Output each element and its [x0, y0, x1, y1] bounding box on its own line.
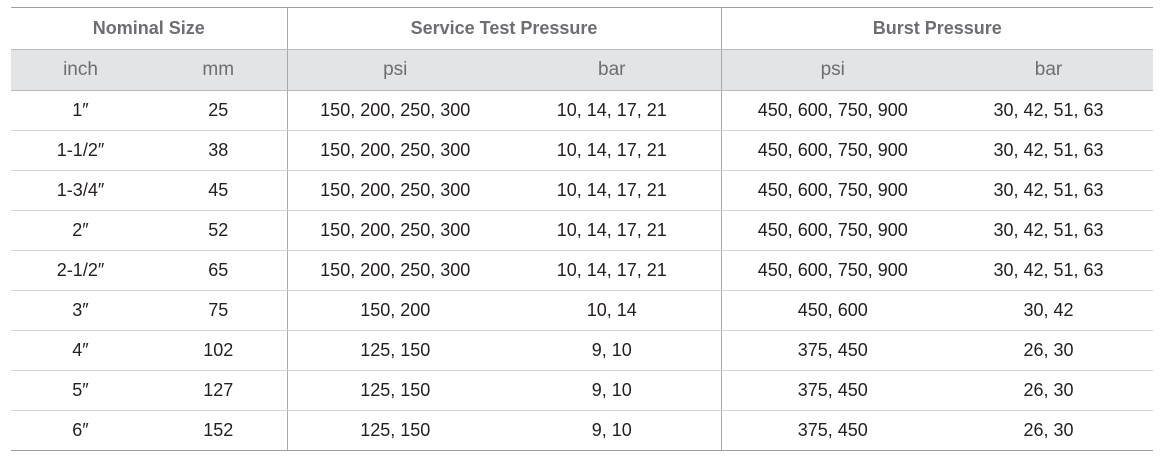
cell-burst-bar: 26, 30 [944, 370, 1154, 411]
table-body: 1″ 25 150, 200, 250, 300 10, 14, 17, 21 450,… [11, 90, 1154, 451]
cell-service-psi: 150, 200, 250, 300 [286, 130, 503, 171]
table-row: 2-1/2″ 65 150, 200, 250, 300 10, 14, 17, 21… [11, 250, 1154, 291]
cell-inch: 6″ [11, 410, 150, 451]
cell-burst-bar: 30, 42 [944, 290, 1154, 331]
table-row: 1″ 25 150, 200, 250, 300 10, 14, 17, 21 450,… [11, 90, 1154, 131]
unit-header-row: inch mm psi bar psi bar [11, 49, 1154, 91]
cell-inch: 5″ [11, 370, 150, 411]
cell-service-psi: 125, 150 [286, 410, 503, 451]
cell-burst-psi: 450, 600, 750, 900 [720, 170, 945, 211]
cell-burst-psi: 375, 450 [720, 370, 945, 411]
cell-burst-bar: 26, 30 [944, 330, 1154, 371]
header-service-test-pressure: Service Test Pressure [286, 7, 722, 50]
cell-mm: 25 [150, 90, 287, 131]
unit-header-burst-psi: psi [720, 49, 945, 91]
table-row: 4″ 102 125, 150 9, 10 375, 450 26, 30 [11, 330, 1154, 371]
cell-service-bar: 10, 14, 17, 21 [503, 250, 722, 291]
cell-burst-psi: 375, 450 [720, 330, 945, 371]
cell-service-psi: 150, 200, 250, 300 [286, 210, 503, 251]
cell-burst-bar: 30, 42, 51, 63 [944, 210, 1154, 251]
cell-service-bar: 9, 10 [503, 370, 722, 411]
cell-inch: 1-3/4″ [11, 170, 150, 211]
table-row: 5″ 127 125, 150 9, 10 375, 450 26, 30 [11, 370, 1154, 411]
pressure-rating-table: Nominal Size Service Test Pressure Burst… [11, 7, 1154, 451]
cell-burst-psi: 450, 600 [720, 290, 945, 331]
header-nominal-size: Nominal Size [11, 7, 287, 50]
unit-header-burst-bar: bar [944, 49, 1154, 91]
table-row: 2″ 52 150, 200, 250, 300 10, 14, 17, 21 450,… [11, 210, 1154, 251]
cell-inch: 1″ [11, 90, 150, 131]
cell-mm: 38 [150, 130, 287, 171]
unit-header-service-psi: psi [286, 49, 503, 91]
cell-mm: 102 [150, 330, 287, 371]
cell-burst-psi: 375, 450 [720, 410, 945, 451]
unit-header-mm: mm [150, 49, 287, 91]
pressure-table-container: Nominal Size Service Test Pressure Burst… [11, 7, 1154, 451]
unit-header-service-bar: bar [503, 49, 722, 91]
cell-burst-psi: 450, 600, 750, 900 [720, 250, 945, 291]
cell-inch: 2-1/2″ [11, 250, 150, 291]
cell-mm: 152 [150, 410, 287, 451]
cell-service-bar: 10, 14, 17, 21 [503, 210, 722, 251]
unit-header-inch: inch [11, 49, 150, 91]
cell-service-psi: 150, 200 [286, 290, 503, 331]
header-burst-pressure: Burst Pressure [720, 7, 1154, 50]
cell-burst-bar: 26, 30 [944, 410, 1154, 451]
cell-burst-bar: 30, 42, 51, 63 [944, 170, 1154, 211]
cell-mm: 45 [150, 170, 287, 211]
cell-burst-psi: 450, 600, 750, 900 [720, 90, 945, 131]
cell-burst-psi: 450, 600, 750, 900 [720, 210, 945, 251]
cell-service-bar: 10, 14, 17, 21 [503, 170, 722, 211]
cell-burst-bar: 30, 42, 51, 63 [944, 250, 1154, 291]
cell-inch: 1-1/2″ [11, 130, 150, 171]
cell-mm: 127 [150, 370, 287, 411]
table-row: 3″ 75 150, 200 10, 14 450, 600 30, 42 [11, 290, 1154, 331]
cell-service-bar: 10, 14 [503, 290, 722, 331]
cell-burst-bar: 30, 42, 51, 63 [944, 90, 1154, 131]
cell-mm: 75 [150, 290, 287, 331]
cell-inch: 3″ [11, 290, 150, 331]
cell-service-bar: 9, 10 [503, 410, 722, 451]
group-header-row: Nominal Size Service Test Pressure Burst… [11, 7, 1154, 50]
cell-service-bar: 10, 14, 17, 21 [503, 90, 722, 131]
cell-service-psi: 150, 200, 250, 300 [286, 170, 503, 211]
cell-burst-bar: 30, 42, 51, 63 [944, 130, 1154, 171]
table-row: 6″ 152 125, 150 9, 10 375, 450 26, 30 [11, 410, 1154, 451]
cell-burst-psi: 450, 600, 750, 900 [720, 130, 945, 171]
cell-service-psi: 125, 150 [286, 330, 503, 371]
cell-service-psi: 125, 150 [286, 370, 503, 411]
table-row: 1-1/2″ 38 150, 200, 250, 300 10, 14, 17, 21… [11, 130, 1154, 171]
cell-inch: 2″ [11, 210, 150, 251]
table-row: 1-3/4″ 45 150, 200, 250, 300 10, 14, 17, 21… [11, 170, 1154, 211]
cell-service-bar: 9, 10 [503, 330, 722, 371]
cell-mm: 52 [150, 210, 287, 251]
cell-inch: 4″ [11, 330, 150, 371]
cell-service-bar: 10, 14, 17, 21 [503, 130, 722, 171]
cell-mm: 65 [150, 250, 287, 291]
table-header: Nominal Size Service Test Pressure Burst… [11, 7, 1154, 91]
cell-service-psi: 150, 200, 250, 300 [286, 90, 503, 131]
cell-service-psi: 150, 200, 250, 300 [286, 250, 503, 291]
